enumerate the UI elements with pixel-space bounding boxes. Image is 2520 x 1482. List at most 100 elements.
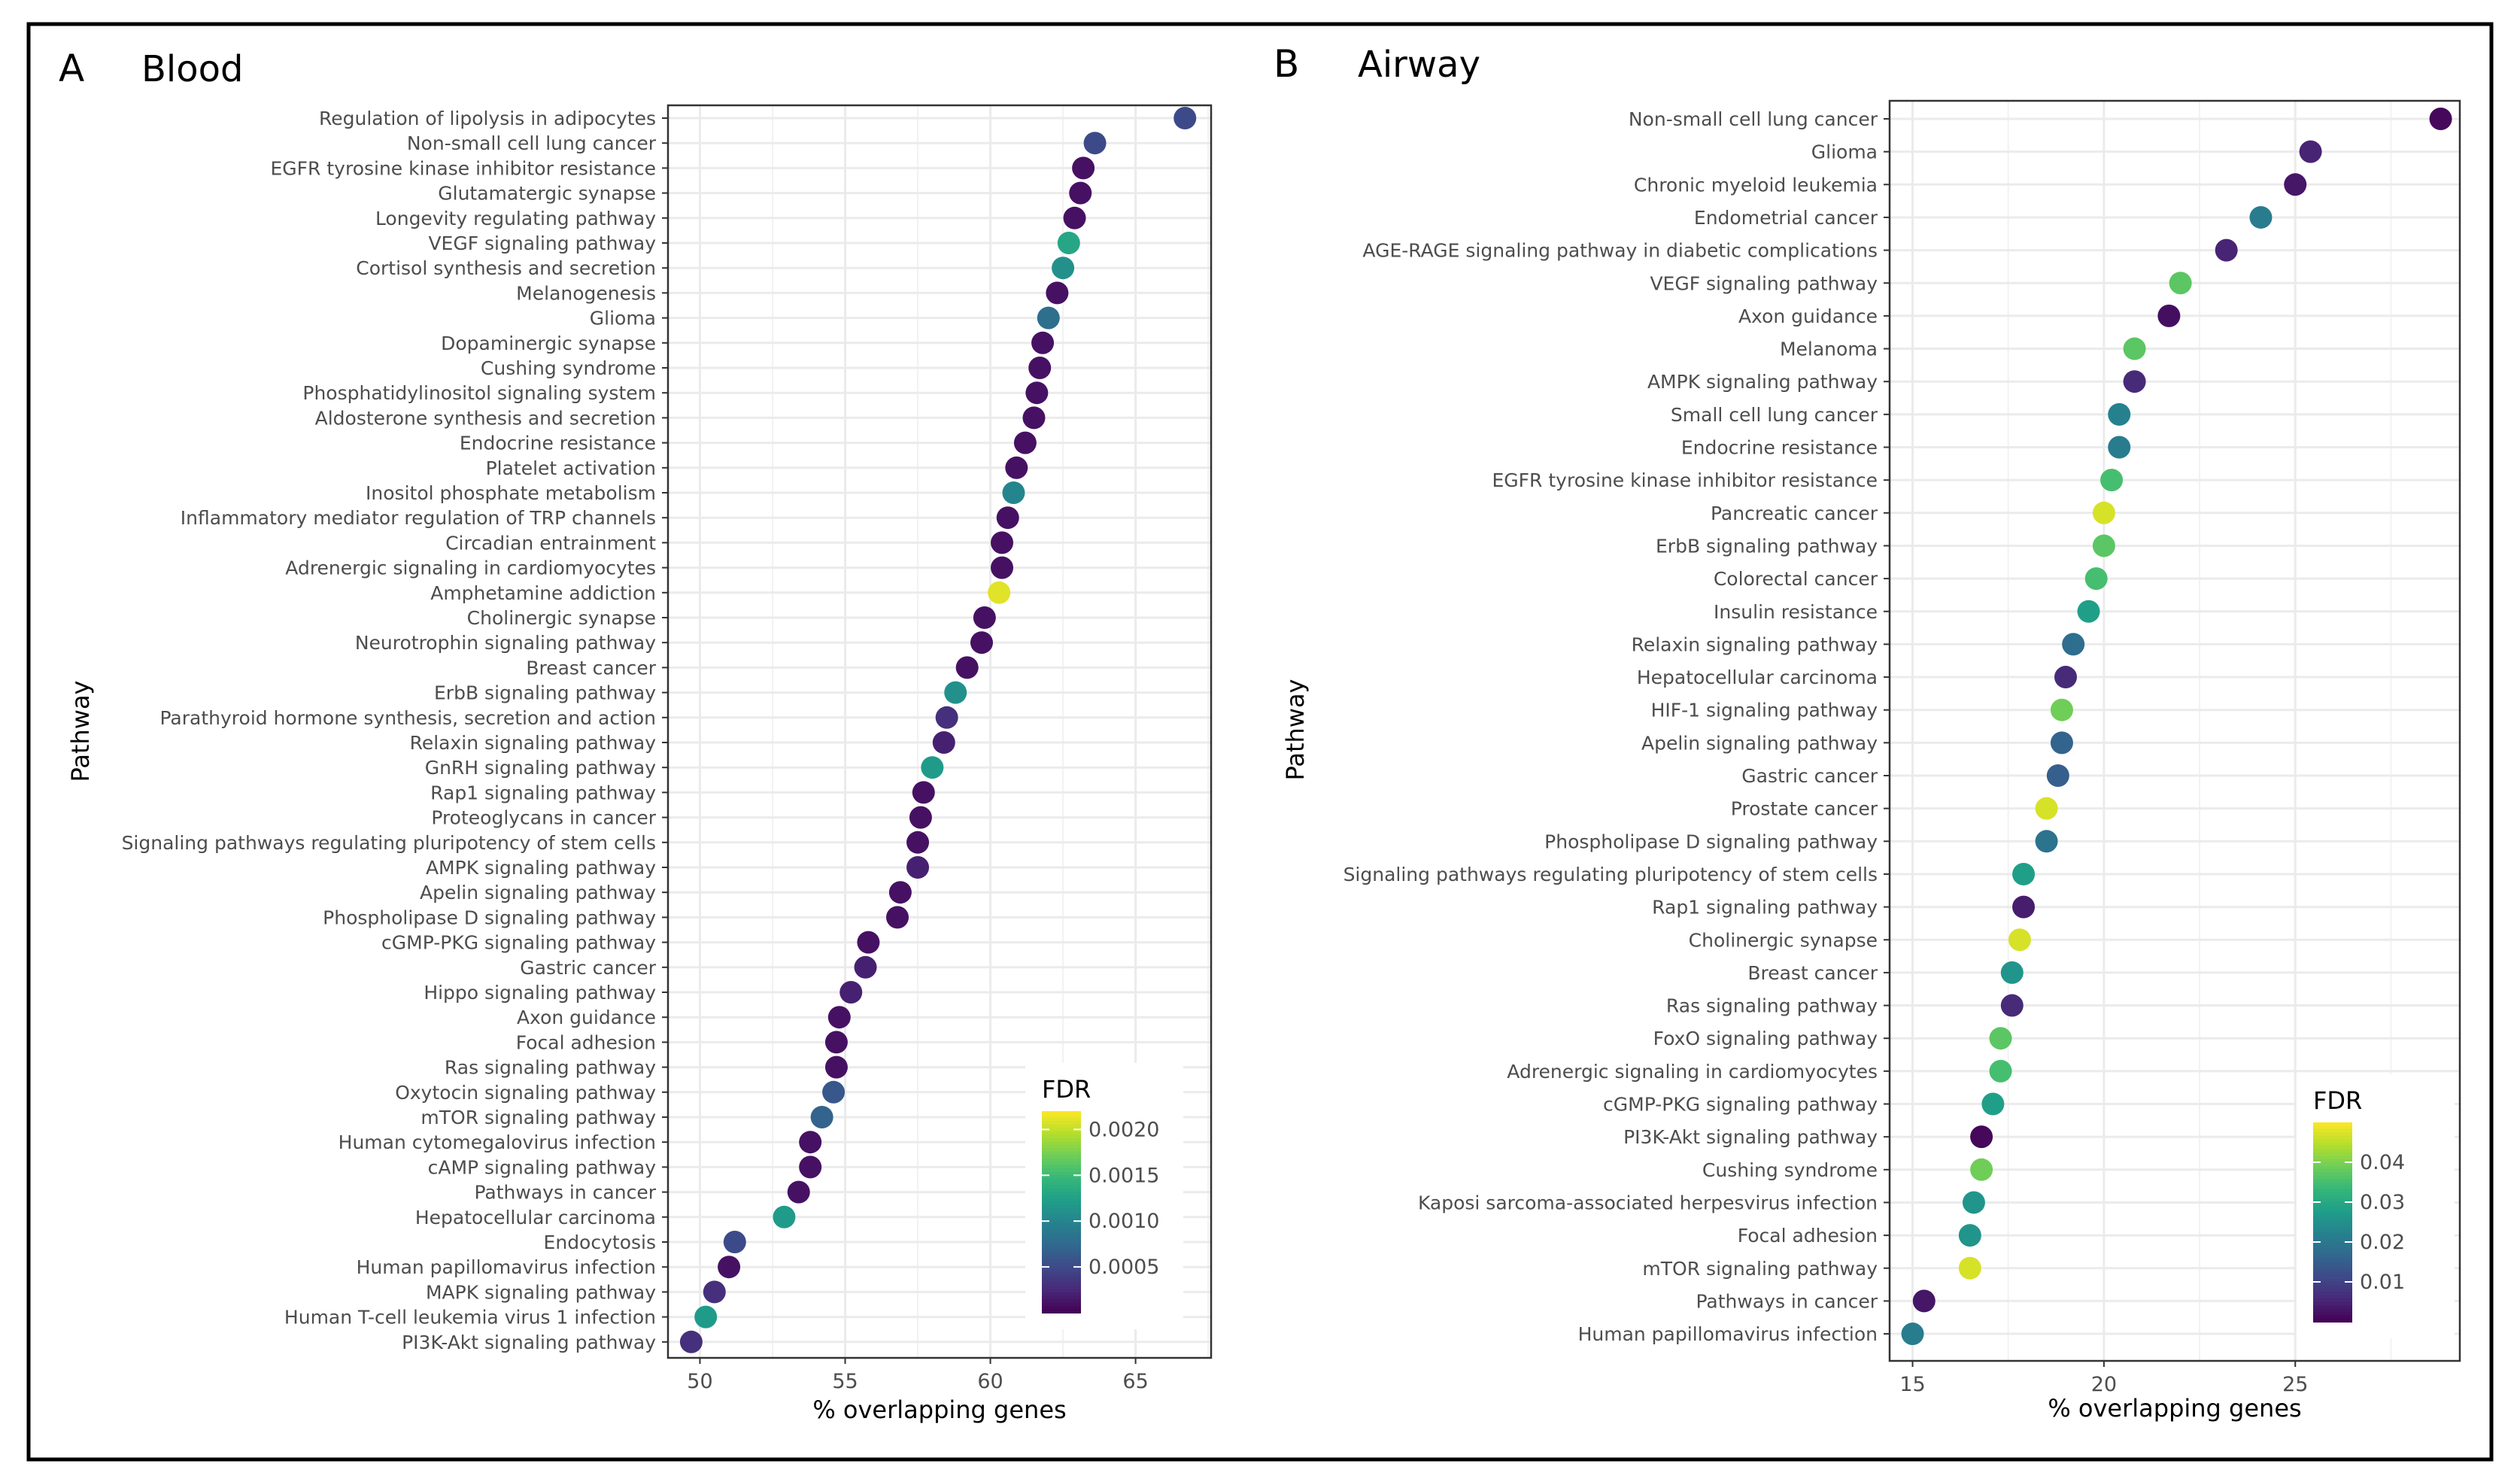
colorbar-segment [2313,1304,2352,1310]
data-point [2108,402,2131,426]
colorbar-segment [2313,1262,2352,1266]
data-point [1031,331,1055,354]
data-point [799,1156,822,1179]
colorbar-segment [2313,1156,2352,1160]
y-tick-label: Melanoma [1780,339,1878,360]
colorbar-segment [2313,1175,2352,1180]
data-point [1989,1027,2012,1050]
data-point [2050,731,2073,755]
colorbar-segment [1042,1192,1081,1196]
y-tick-label: Phospholipase D signaling pathway [323,907,656,928]
data-point [2046,764,2069,787]
colorbar-segment [1042,1114,1081,1119]
colorbar-segment [2313,1268,2352,1273]
colorbar-segment [2313,1142,2352,1146]
y-tick-label: Amphetamine addiction [430,582,656,604]
colorbar-segment [1042,1272,1081,1277]
colorbar-segment [1042,1218,1081,1223]
y-tick-label: ErbB signaling pathway [434,682,656,704]
y-tick-label: Colorectal cancer [1714,568,1878,590]
colorbar-segment [2313,1278,2352,1283]
x-tick-label: 50 [687,1370,712,1393]
y-tick-label: cGMP-PKG signaling pathway [381,932,656,954]
data-point [824,1031,848,1054]
colorbar-segment [1042,1242,1081,1247]
colorbar-segment [2313,1231,2352,1237]
y-tick-label: Inflammatory mediator regulation of TRP … [181,507,656,529]
y-tick-label: Signaling pathways regulating pluripoten… [122,832,656,854]
y-tick-label: Longevity regulating pathway [375,208,656,229]
data-point [906,856,930,879]
data-point [1028,357,1052,379]
data-point [932,731,955,754]
colorbar-segment [2313,1219,2352,1223]
y-tick-label: Neurotrophin signaling pathway [355,632,656,654]
y-tick-label: mTOR signaling pathway [1642,1258,1878,1280]
colorbar-segment [1042,1302,1081,1307]
colorbar-segment [1042,1245,1081,1250]
x-axis-label: % overlapping genes [2048,1394,2301,1423]
colorbar-segment [1042,1299,1081,1304]
y-tick-label: Dopaminergic synapse [441,333,656,354]
plot-border [1888,99,2461,1362]
data-point [909,806,932,829]
colorbar-segment [1042,1249,1081,1253]
y-tick-label: cAMP signaling pathway [428,1156,657,1178]
colorbar-segment [1042,1111,1081,1116]
y-tick-label: Adrenergic signaling in cardiomyocytes [285,557,656,579]
y-tick-label: Human papillomavirus infection [1578,1323,1878,1345]
data-point [857,931,880,954]
data-point [888,881,912,904]
data-point [944,681,967,704]
y-tick-label: Pathways in cancer [1696,1290,1878,1312]
colorbar-segment [2313,1159,2352,1163]
y-tick-label: Relaxin signaling pathway [410,732,657,754]
colorbar-segment [2313,1259,2352,1263]
data-point [2012,862,2036,885]
y-tick-label: Breast cancer [526,657,656,679]
data-point [2108,436,2131,459]
colorbar-segment [2313,1265,2352,1270]
y-tick-label: Breast cancer [1747,962,1878,984]
figure-frame [26,22,2494,1462]
colorbar-segment [2313,1208,2352,1213]
colorbar-segment [1042,1155,1081,1159]
y-tick-label: FoxO signaling pathway [1653,1028,1878,1049]
colorbar-segment [2313,1315,2352,1320]
colorbar-segment [2313,1128,2352,1134]
y-tick-label: VEGF signaling pathway [1650,272,1878,294]
y-tick-label: Endometrial cancer [1694,207,1878,229]
data-point [1063,206,1086,229]
colorbar-segment [2313,1295,2352,1300]
x-tick-label: 20 [2091,1373,2117,1396]
y-tick-label: AMPK signaling pathway [426,857,656,879]
colorbar-segment [1042,1292,1081,1297]
y-tick-label: Endocrine resistance [460,433,656,454]
data-point [679,1330,703,1353]
colorbar-segment [2313,1135,2352,1140]
panel-title: Airway [1358,44,1480,86]
colorbar-segment [1042,1141,1081,1146]
y-tick-label: Rap1 signaling pathway [1652,897,1878,919]
data-point [723,1231,746,1253]
colorbar-segment [1042,1279,1081,1283]
y-tick-label: ErbB signaling pathway [1656,535,1878,557]
colorbar-segment [1042,1268,1081,1274]
y-tick-label: Relaxin signaling pathway [1632,633,1878,655]
x-axis-label: % overlapping genes [812,1395,1066,1424]
data-point [973,606,996,629]
y-tick-label: Cushing syndrome [1702,1159,1878,1181]
y-tick-label: GnRH signaling pathway [425,757,656,779]
data-point [822,1080,846,1104]
y-tick-label: Cushing syndrome [481,357,656,379]
y-tick-label: Human T-cell leukemia virus 1 infection [284,1307,656,1329]
data-point [1069,181,1092,205]
y-tick-label: Platelet activation [486,457,656,479]
data-point [2215,238,2238,262]
y-tick-label: Glutamatergic synapse [438,183,656,205]
data-point [1005,456,1028,479]
data-point [1072,156,1095,180]
colorbar-segment [1042,1174,1081,1180]
data-point [2062,633,2085,656]
colorbar-segment [1042,1295,1081,1301]
